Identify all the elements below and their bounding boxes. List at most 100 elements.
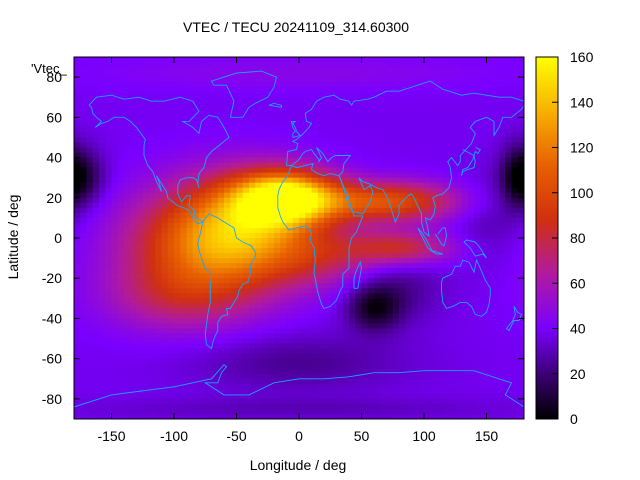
- heat-cell: [192, 328, 200, 335]
- heat-cell: [292, 67, 300, 73]
- heat-cell: [130, 243, 138, 249]
- heat-cell: [117, 363, 125, 370]
- heat-cell: [161, 212, 169, 219]
- heat-cell: [142, 142, 150, 149]
- heat-cell: [442, 217, 450, 224]
- heat-cell: [80, 222, 88, 229]
- heat-cell: [167, 182, 175, 189]
- heat-cell: [155, 263, 163, 269]
- heat-cell: [517, 328, 524, 335]
- heat-cell: [424, 122, 431, 128]
- heat-cell: [130, 368, 138, 375]
- heat-cell: [174, 57, 181, 63]
- heat-cell: [386, 313, 394, 320]
- heat-cell: [149, 107, 156, 113]
- heat-cell: [486, 398, 494, 405]
- heat-cell: [280, 258, 288, 264]
- heat-cell: [211, 253, 219, 259]
- heat-cell: [386, 147, 394, 154]
- heat-cell: [274, 288, 281, 294]
- heat-cell: [367, 398, 375, 405]
- heat-cell: [317, 132, 325, 139]
- heat-cell: [230, 57, 238, 63]
- heat-cell: [430, 97, 438, 103]
- heat-cell: [186, 77, 194, 83]
- heat-cell: [317, 207, 325, 214]
- heat-cell: [74, 253, 81, 259]
- heat-cell: [199, 303, 206, 309]
- heat-cell: [224, 182, 231, 189]
- heat-cell: [436, 348, 444, 355]
- heat-cell: [161, 398, 169, 405]
- heat-cell: [80, 288, 88, 294]
- heat-cell: [405, 333, 413, 340]
- heat-cell: [467, 72, 475, 78]
- heat-cell: [261, 363, 269, 370]
- heat-cell: [92, 122, 100, 128]
- heat-cell: [136, 127, 144, 134]
- heat-cell: [186, 142, 194, 149]
- heat-cell: [474, 248, 481, 254]
- heat-cell: [317, 167, 325, 174]
- heat-cell: [236, 57, 244, 63]
- heat-cell: [86, 328, 94, 335]
- heat-cell: [324, 177, 331, 184]
- heat-cell: [186, 348, 194, 355]
- heat-cell: [455, 82, 463, 88]
- heat-cell: [111, 202, 119, 209]
- heat-cell: [249, 162, 256, 169]
- heat-cell: [349, 248, 356, 254]
- heat-cell: [192, 172, 200, 179]
- heat-cell: [324, 87, 331, 93]
- heat-cell: [292, 152, 300, 159]
- heat-cell: [99, 232, 106, 239]
- heat-cell: [174, 177, 181, 184]
- heat-cell: [130, 207, 138, 214]
- heat-cell: [455, 87, 463, 93]
- heat-cell: [111, 348, 119, 355]
- heat-cell: [430, 298, 438, 304]
- heat-cell: [242, 77, 250, 83]
- heat-cell: [367, 227, 375, 234]
- heat-cell: [124, 293, 131, 299]
- heat-cell: [424, 393, 431, 400]
- heat-cell: [217, 107, 225, 113]
- heat-cell: [230, 127, 238, 134]
- heat-cell: [136, 137, 144, 144]
- heat-cell: [405, 358, 413, 365]
- heat-cell: [99, 308, 106, 315]
- heat-cell: [267, 268, 275, 274]
- heat-cell: [155, 232, 163, 239]
- heat-cell: [136, 97, 144, 103]
- heat-cell: [517, 187, 524, 194]
- heat-cell: [186, 318, 194, 325]
- heat-cell: [292, 142, 300, 149]
- heat-cell: [211, 328, 219, 335]
- heat-cell: [136, 122, 144, 128]
- heat-cell: [436, 398, 444, 405]
- heat-cell: [505, 368, 513, 375]
- heat-cell: [480, 383, 488, 390]
- heat-cell: [305, 368, 313, 375]
- heat-cell: [267, 323, 275, 330]
- heat-cell: [330, 157, 338, 164]
- heat-cell: [474, 308, 481, 315]
- heat-cell: [117, 263, 125, 269]
- heat-cell: [274, 383, 281, 390]
- heat-cell: [492, 197, 500, 204]
- heat-cell: [517, 238, 524, 244]
- heat-cell: [117, 358, 125, 365]
- heat-cell: [411, 288, 419, 294]
- heat-cell: [255, 207, 263, 214]
- heat-cell: [199, 333, 206, 340]
- heat-cell: [161, 77, 169, 83]
- heat-cell: [299, 373, 306, 380]
- heat-cell: [211, 92, 219, 98]
- heat-cell: [111, 77, 119, 83]
- heat-cell: [467, 177, 475, 184]
- heat-cell: [230, 152, 238, 159]
- heat-cell: [80, 127, 88, 134]
- heat-cell: [117, 283, 125, 289]
- heat-cell: [74, 127, 81, 134]
- heat-cell: [217, 263, 225, 269]
